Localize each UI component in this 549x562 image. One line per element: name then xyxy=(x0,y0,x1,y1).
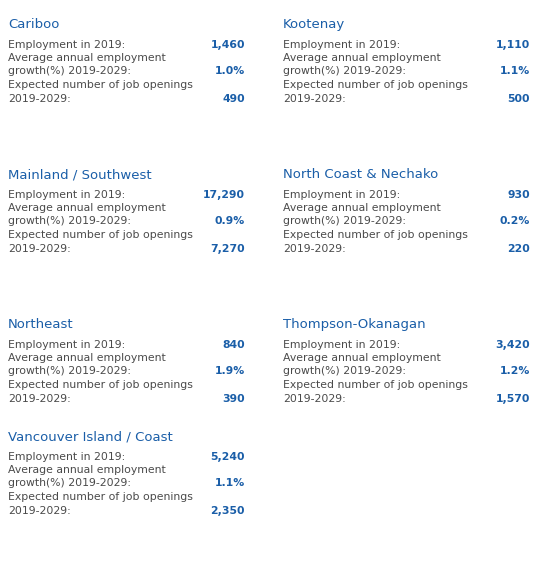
Text: Employment in 2019:: Employment in 2019: xyxy=(8,339,125,350)
Text: 2019-2029:: 2019-2029: xyxy=(8,505,71,515)
Text: Employment in 2019:: Employment in 2019: xyxy=(8,189,125,200)
Text: 0.9%: 0.9% xyxy=(215,216,245,226)
Text: Employment in 2019:: Employment in 2019: xyxy=(283,39,400,49)
Text: 2019-2029:: 2019-2029: xyxy=(8,393,71,404)
Text: 2019-2029:: 2019-2029: xyxy=(283,243,346,253)
Text: 2019-2029:: 2019-2029: xyxy=(8,93,71,103)
Text: Vancouver Island / Coast: Vancouver Island / Coast xyxy=(8,430,173,443)
Text: 930: 930 xyxy=(507,189,530,200)
Text: 1.1%: 1.1% xyxy=(215,478,245,488)
Text: 840: 840 xyxy=(222,339,245,350)
Text: growth(%) 2019-2029:: growth(%) 2019-2029: xyxy=(8,216,131,226)
Text: Employment in 2019:: Employment in 2019: xyxy=(283,189,400,200)
Text: 1.9%: 1.9% xyxy=(215,366,245,377)
Text: Average annual employment: Average annual employment xyxy=(8,203,166,213)
Text: 3,420: 3,420 xyxy=(495,339,530,350)
Text: growth(%) 2019-2029:: growth(%) 2019-2029: xyxy=(283,66,406,76)
Text: Thompson-Okanagan: Thompson-Okanagan xyxy=(283,318,425,331)
Text: 0.2%: 0.2% xyxy=(500,216,530,226)
Text: 500: 500 xyxy=(507,93,530,103)
Text: growth(%) 2019-2029:: growth(%) 2019-2029: xyxy=(8,366,131,377)
Text: Average annual employment: Average annual employment xyxy=(283,53,441,63)
Text: 390: 390 xyxy=(222,393,245,404)
Text: growth(%) 2019-2029:: growth(%) 2019-2029: xyxy=(283,216,406,226)
Text: growth(%) 2019-2029:: growth(%) 2019-2029: xyxy=(8,66,131,76)
Text: 1.1%: 1.1% xyxy=(500,66,530,76)
Text: Employment in 2019:: Employment in 2019: xyxy=(8,451,125,461)
Text: Expected number of job openings: Expected number of job openings xyxy=(283,230,468,240)
Text: 490: 490 xyxy=(222,93,245,103)
Text: Average annual employment: Average annual employment xyxy=(8,53,166,63)
Text: Average annual employment: Average annual employment xyxy=(8,465,166,475)
Text: Expected number of job openings: Expected number of job openings xyxy=(8,230,193,240)
Text: 1,570: 1,570 xyxy=(496,393,530,404)
Text: 1,460: 1,460 xyxy=(210,39,245,49)
Text: 1.2%: 1.2% xyxy=(500,366,530,377)
Text: 2,350: 2,350 xyxy=(210,505,245,515)
Text: Expected number of job openings: Expected number of job openings xyxy=(8,380,193,390)
Text: 1.0%: 1.0% xyxy=(215,66,245,76)
Text: 220: 220 xyxy=(507,243,530,253)
Text: growth(%) 2019-2029:: growth(%) 2019-2029: xyxy=(283,366,406,377)
Text: 7,270: 7,270 xyxy=(210,243,245,253)
Text: Average annual employment: Average annual employment xyxy=(8,353,166,363)
Text: Expected number of job openings: Expected number of job openings xyxy=(8,492,193,502)
Text: Average annual employment: Average annual employment xyxy=(283,203,441,213)
Text: Average annual employment: Average annual employment xyxy=(283,353,441,363)
Text: Employment in 2019:: Employment in 2019: xyxy=(8,39,125,49)
Text: Expected number of job openings: Expected number of job openings xyxy=(283,380,468,390)
Text: 1,110: 1,110 xyxy=(496,39,530,49)
Text: 17,290: 17,290 xyxy=(203,189,245,200)
Text: Kootenay: Kootenay xyxy=(283,18,345,31)
Text: 5,240: 5,240 xyxy=(210,451,245,461)
Text: Mainland / Southwest: Mainland / Southwest xyxy=(8,168,152,181)
Text: Expected number of job openings: Expected number of job openings xyxy=(8,80,193,90)
Text: 2019-2029:: 2019-2029: xyxy=(283,93,346,103)
Text: Northeast: Northeast xyxy=(8,318,74,331)
Text: Employment in 2019:: Employment in 2019: xyxy=(283,339,400,350)
Text: Cariboo: Cariboo xyxy=(8,18,59,31)
Text: North Coast & Nechako: North Coast & Nechako xyxy=(283,168,438,181)
Text: 2019-2029:: 2019-2029: xyxy=(8,243,71,253)
Text: Expected number of job openings: Expected number of job openings xyxy=(283,80,468,90)
Text: growth(%) 2019-2029:: growth(%) 2019-2029: xyxy=(8,478,131,488)
Text: 2019-2029:: 2019-2029: xyxy=(283,393,346,404)
